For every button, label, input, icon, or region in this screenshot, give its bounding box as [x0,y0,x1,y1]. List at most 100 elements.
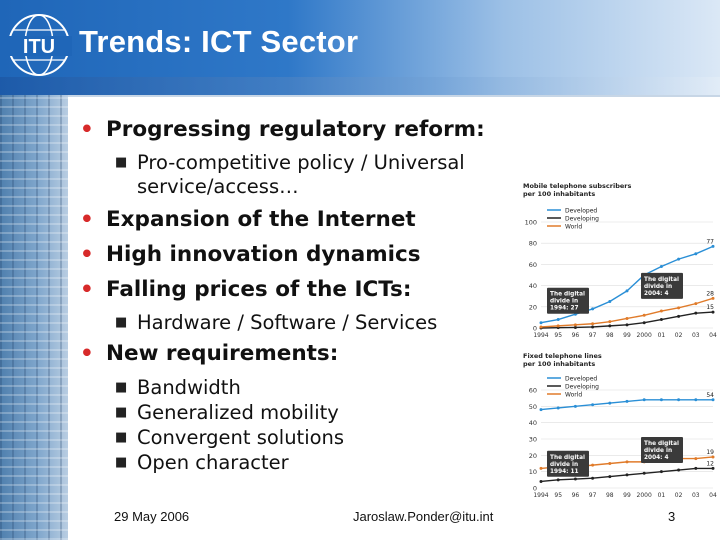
data-point [556,324,560,328]
bullet-item: • New requirements: [80,341,339,366]
x-tick-label: 2000 [637,492,652,499]
data-point [539,466,543,470]
sub-bullet-item: ■ Bandwidth [115,376,241,399]
data-point [625,316,629,320]
data-point [625,460,629,464]
legend-label: Developing [565,216,599,223]
legend-label: World [565,224,582,231]
sub-bullet-text: Generalized mobility [137,401,339,424]
x-tick-label: 97 [589,492,597,499]
data-point [659,318,663,322]
x-tick-label: 98 [606,332,614,339]
data-point [608,320,612,324]
data-point [659,470,663,474]
data-point [677,468,681,472]
y-tick-label: 80 [529,240,537,248]
building-photo [0,95,68,540]
data-point [677,314,681,318]
data-point [591,322,595,326]
data-point [677,257,681,261]
divide-annotation-box [547,450,589,477]
data-point [573,325,577,329]
data-point [694,311,698,315]
y-tick-label: 30 [529,436,537,444]
data-label: 12 [706,460,714,467]
bullet-item: • Falling prices of the ICTs: [80,277,412,302]
data-label: 19 [706,449,714,456]
data-point [659,265,663,269]
sub-bullet-text: Bandwidth [137,376,241,399]
divide-annotation-text: The digital [644,441,679,447]
data-point [573,404,577,408]
data-point [608,475,612,479]
data-point [591,463,595,467]
sub-bullet-text: Pro-competitive policy / Universal [137,151,465,174]
data-point [539,479,543,483]
data-point [711,466,715,470]
x-tick-label: 96 [572,492,580,499]
data-point [539,408,543,412]
ict-charts: Mobile telephone subscribers per 100 inha… [523,182,717,499]
y-tick-label: 60 [529,387,537,395]
divide-annotation-box [641,272,683,299]
data-point [556,406,560,410]
x-tick-label: 04 [709,332,717,339]
x-tick-label: 95 [554,332,562,339]
data-point [608,401,612,405]
chart-title: Mobile telephone subscribers [523,182,631,190]
legend-label: Developed [565,208,597,215]
data-point [711,398,715,402]
data-point [625,323,629,327]
divide-annotation-text: divide in [644,284,672,290]
bullet-text: New requirements: [106,341,339,366]
data-label: 54 [706,392,714,399]
x-tick-label: 96 [572,332,580,339]
header-divider [68,95,720,97]
x-tick-label: 1994 [533,492,548,499]
divide-annotation-text: 2004: 4 [644,291,669,297]
legend-label: Developed [565,376,597,383]
data-point [591,476,595,480]
divide-annotation-text: divide in [550,462,578,468]
x-tick-label: 01 [658,332,666,339]
x-tick-label: 03 [692,492,700,499]
chart-title: per 100 inhabitants [523,360,595,368]
divide-annotation-box [641,437,683,464]
data-point [642,321,646,325]
data-point [608,300,612,303]
legend-label: World [565,392,582,399]
sub-bullet-text: Hardware / Software / Services [137,311,438,334]
data-point [642,471,646,475]
footer-page-number: 3 [668,509,676,524]
data-point [539,321,543,325]
bullet-text: Progressing regulatory reform: [106,117,485,142]
sub-bullet-item: ■ Hardware / Software / Services [115,311,438,334]
data-point [573,477,577,481]
data-label: 15 [706,304,714,311]
data-point [711,244,715,248]
data-point [608,462,612,465]
divide-annotation-text: The digital [644,277,679,283]
y-tick-label: 40 [529,419,537,427]
data-point [556,478,560,482]
data-point [677,306,681,310]
data-point [711,296,715,300]
legend-label: Developing [565,384,599,391]
data-point [694,466,698,470]
x-tick-label: 2000 [637,332,652,339]
sub-bullet-text: service/access… [137,175,299,198]
data-point [694,398,698,402]
y-tick-label: 100 [525,219,537,227]
y-tick-label: 0 [533,325,537,333]
data-point [677,398,681,402]
data-label: 28 [706,290,714,297]
y-tick-label: 10 [529,468,537,476]
data-point [625,289,629,293]
footer-date: 29 May 2006 [114,509,190,524]
y-tick-label: 40 [529,282,537,290]
x-tick-label: 97 [589,332,597,339]
data-point [659,398,663,402]
slide-header: ITU Trends: ICT Sector [0,0,720,95]
bullet-text: Expansion of the Internet [106,207,416,232]
data-point [573,323,577,327]
